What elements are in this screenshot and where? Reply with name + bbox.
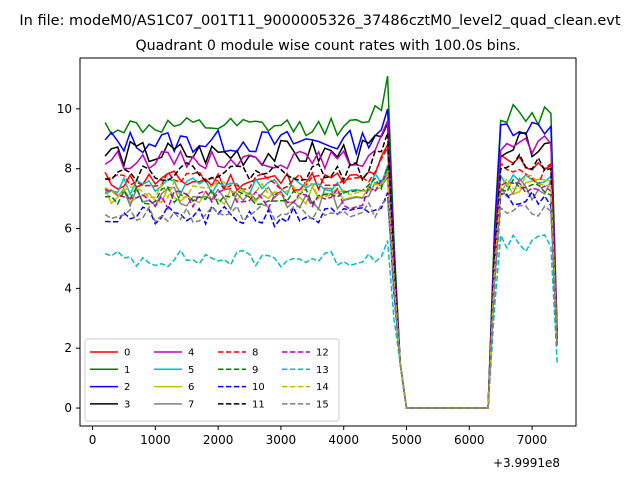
x-axis: 0 1000 2000 3000 4000 5000 6000 7000: [89, 426, 548, 447]
x-tick-label: 5000: [391, 433, 422, 447]
x-tick-label: 7000: [517, 433, 548, 447]
legend-label-6: 6: [188, 382, 194, 393]
y-tick-label: 8: [64, 162, 72, 176]
legend-label-1: 1: [124, 365, 130, 376]
legend-label-4: 4: [188, 348, 194, 359]
y-tick-label: 10: [57, 102, 72, 116]
legend-box: [84, 338, 340, 422]
y-tick-label: 6: [64, 222, 72, 236]
legend-label-8: 8: [252, 348, 258, 359]
legend-label-14: 14: [316, 382, 329, 393]
series-line-13: [104, 232, 558, 409]
legend-label-7: 7: [188, 399, 194, 410]
series-line-15: [104, 196, 558, 409]
x-tick-label: 4000: [328, 433, 359, 447]
legend-label-13: 13: [316, 365, 329, 376]
y-tick-label: 0: [64, 401, 72, 415]
series-line-4: [104, 120, 558, 409]
x-tick-label: 1000: [140, 433, 171, 447]
x-offset-label: +3.9991e8: [493, 456, 560, 470]
plot-frame: [79, 57, 577, 427]
legend-label-3: 3: [124, 399, 130, 410]
legend-label-5: 5: [188, 365, 194, 376]
series-line-14: [104, 172, 558, 409]
y-axis: 0 2 4 6 8 10: [57, 102, 80, 415]
legend-label-11: 11: [252, 399, 265, 410]
plot-lines: [104, 75, 558, 409]
x-tick-label: 6000: [454, 433, 485, 447]
y-tick-label: 2: [64, 341, 72, 355]
legend-label-0: 0: [124, 348, 130, 359]
y-tick-label: 4: [64, 281, 72, 295]
legend-label-15: 15: [316, 399, 329, 410]
legend-label-2: 2: [124, 382, 130, 393]
series-line-11: [104, 132, 558, 409]
legend-label-12: 12: [316, 348, 329, 359]
figure-suptitle: In file: modeM0/AS1C07_001T11_9000005326…: [19, 13, 620, 29]
x-tick-label: 3000: [266, 433, 297, 447]
legend-label-9: 9: [252, 365, 258, 376]
legend-label-10: 10: [252, 382, 265, 393]
chart-title: Quadrant 0 module wise count rates with …: [135, 38, 520, 54]
x-tick-label: 0: [89, 433, 97, 447]
x-tick-label: 2000: [203, 433, 234, 447]
